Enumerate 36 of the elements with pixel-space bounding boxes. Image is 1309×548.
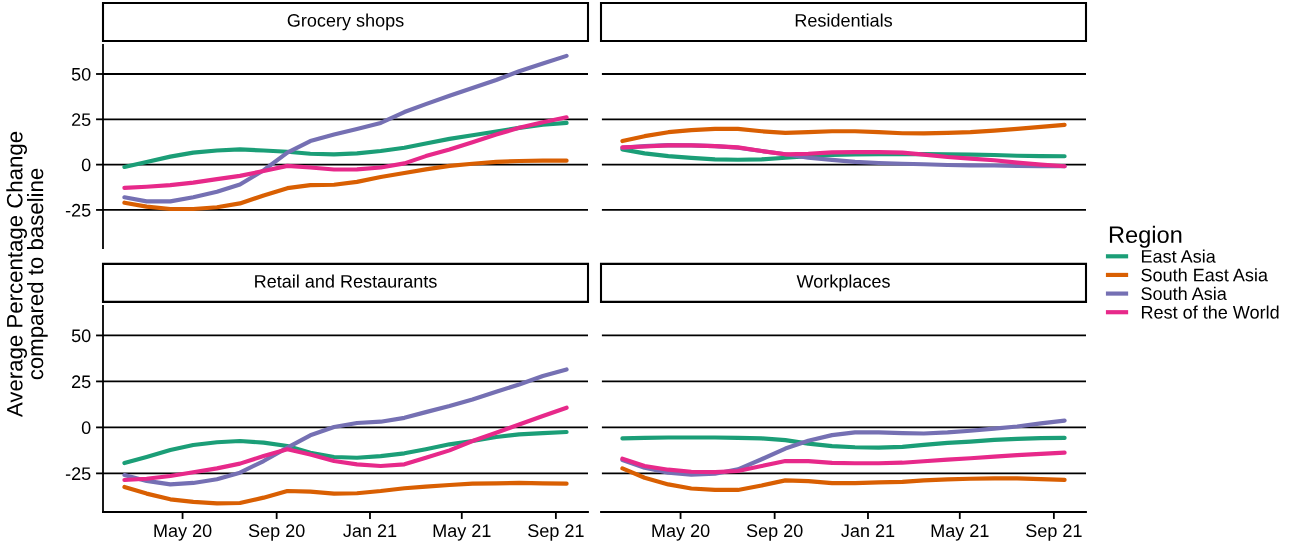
y-tick-label: 50 [71, 67, 91, 81]
y-tick-label: -25 [65, 203, 91, 217]
x-tick-label: May 20 [154, 524, 212, 541]
line-series [122, 367, 569, 487]
line-series [122, 429, 569, 466]
x-tick-label: May 21 [433, 524, 491, 541]
y-axis-title: Average Percentage Change compared to baseline [6, 131, 48, 418]
line-series [122, 115, 569, 190]
y-tick-label: 50 [71, 329, 91, 343]
x-tick-label: May 21 [931, 524, 989, 541]
x-tick-label: Sep 20 [746, 524, 803, 541]
legend-label: Rest of the World [1141, 305, 1279, 319]
chart-title: Residentials [795, 13, 893, 27]
chart-title: Retail and Restaurants [255, 274, 437, 288]
legend-label: East Asia [1141, 249, 1216, 263]
x-tick-label: Sep 20 [248, 524, 305, 541]
y-tick-label: 0 [81, 421, 91, 435]
legend-label: South Asia [1141, 286, 1227, 301]
y-tick-label: -25 [65, 467, 91, 481]
line-series [122, 405, 569, 483]
x-tick-label: Sep 21 [1026, 524, 1082, 541]
legend-label: South East Asia [1141, 268, 1268, 282]
chart-title: Grocery shops [287, 13, 404, 31]
y-tick-label: 0 [81, 158, 91, 172]
line-series [122, 53, 569, 204]
x-tick-label: Jan 21 [841, 524, 895, 538]
line-series [122, 120, 569, 170]
legend-title: Region [1109, 225, 1182, 248]
y-tick-label: 25 [72, 113, 91, 127]
line-series [122, 480, 569, 506]
y-tick-label: 25 [72, 375, 91, 389]
x-tick-label: Sep 21 [528, 524, 584, 541]
chart-title: Workplaces [796, 274, 890, 292]
x-tick-label: Jan 21 [343, 524, 397, 538]
line-series [122, 158, 569, 212]
x-tick-label: May 20 [652, 524, 710, 541]
